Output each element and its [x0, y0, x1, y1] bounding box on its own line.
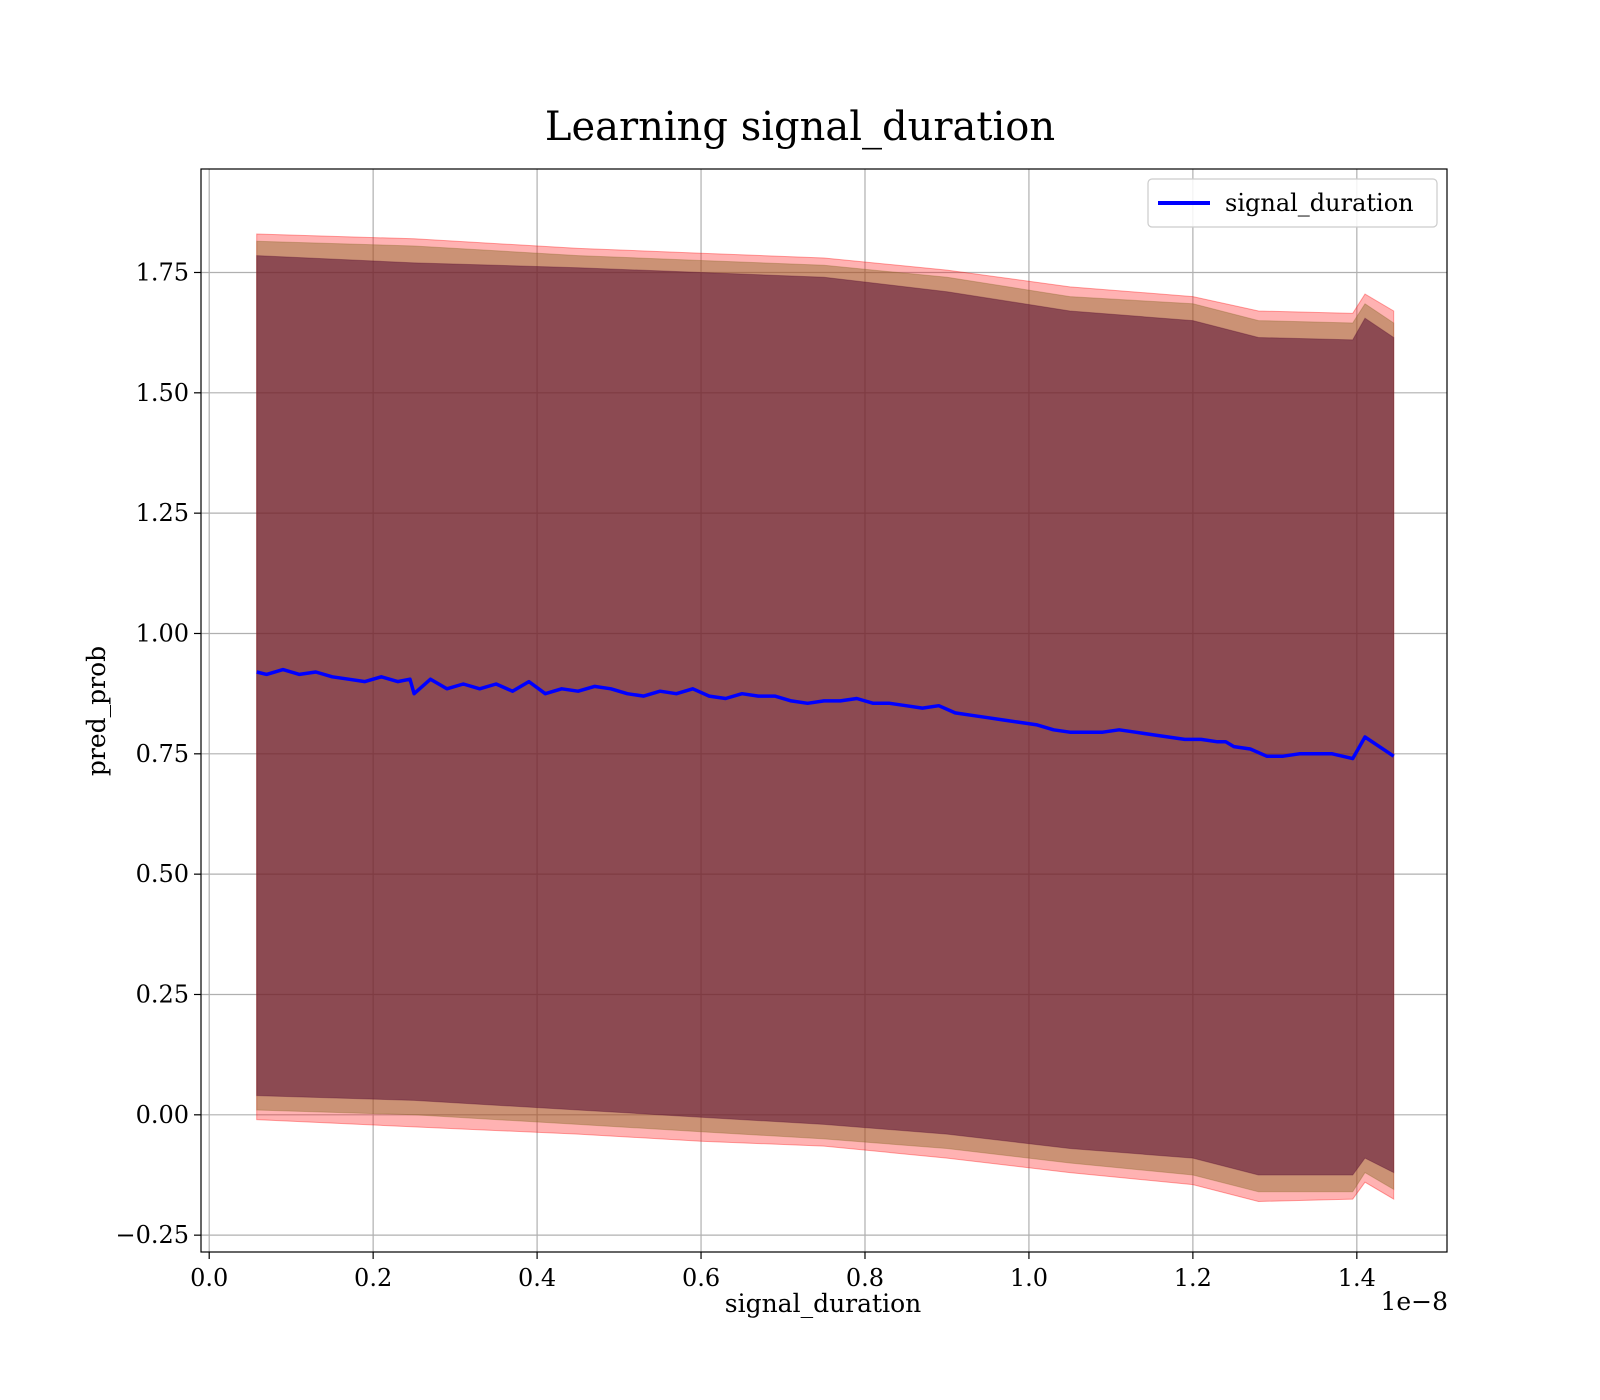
x-tick-label: 0.6 [682, 1264, 720, 1292]
x-tick-label: 0.0 [190, 1264, 228, 1292]
y-tick-label: 0.75 [136, 740, 189, 768]
confidence-band-inner [256, 255, 1395, 1176]
y-axis-label: pred_prob [82, 646, 111, 776]
x-tick-label: 0.8 [846, 1264, 884, 1292]
legend-label-signal_duration: signal_duration [1225, 189, 1414, 217]
y-tick-label: 0.00 [136, 1101, 189, 1129]
y-tick-label: −0.25 [115, 1221, 189, 1249]
x-tick-label: 0.4 [518, 1264, 556, 1292]
x-tick-label: 1.0 [1010, 1264, 1048, 1292]
y-tick-label: 1.75 [136, 258, 189, 286]
x-tick-label: 1.2 [1174, 1264, 1212, 1292]
x-axis-offset-label: 1e−8 [1380, 1287, 1448, 1316]
plot-frame [200, 168, 1448, 1253]
legend-frame [1147, 178, 1438, 228]
y-tick-label: 0.50 [136, 860, 189, 888]
series-line-signal_duration [256, 667, 1395, 761]
x-axis-label: signal_duration [725, 1289, 921, 1318]
confidence-bands [256, 233, 1395, 1203]
y-axis-ticks: −0.25 0.00 0.25 0.50 0.75 1.00 1.25 1.50 1.75 [115, 258, 201, 1249]
y-tick-label: 0.25 [136, 980, 189, 1008]
series-lines [256, 667, 1395, 761]
chart-title: Learning signal_duration [545, 104, 1055, 150]
x-tick-label: 1.4 [1338, 1264, 1376, 1292]
x-tick-label: 0.2 [354, 1264, 392, 1292]
legend: signal_duration [1147, 178, 1438, 228]
y-tick-label: 1.00 [136, 619, 189, 647]
y-tick-label: 1.50 [136, 379, 189, 407]
x-axis-ticks: 0.0 0.2 0.4 0.6 0.8 1.0 1.2 1.4 [190, 1252, 1376, 1292]
y-tick-label: 1.25 [136, 499, 189, 527]
